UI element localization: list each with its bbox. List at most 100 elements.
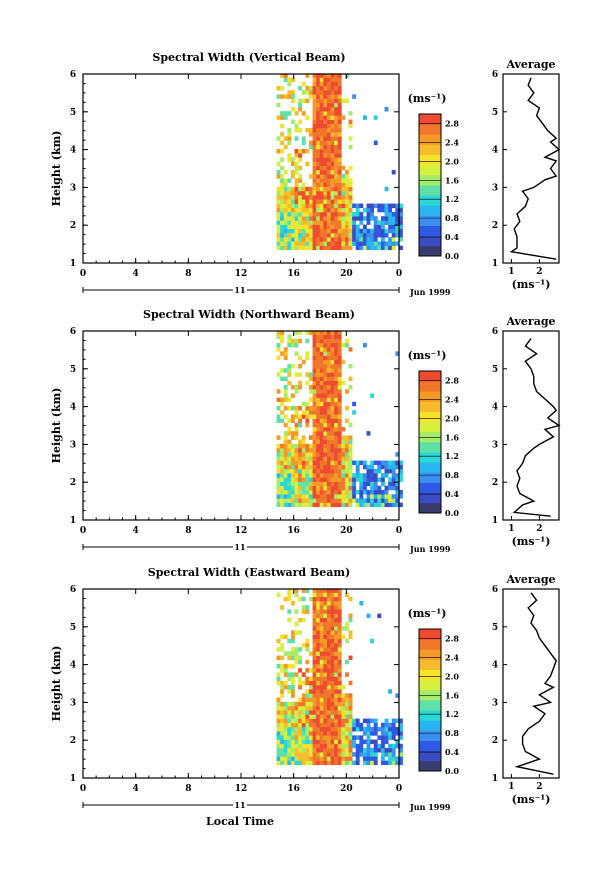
heat-cell — [341, 199, 346, 204]
heat-cell — [380, 752, 385, 757]
heat-cell — [391, 220, 396, 225]
heat-cell — [337, 342, 342, 348]
heat-cell — [330, 380, 335, 386]
heat-cell — [280, 689, 285, 694]
heat-cell — [330, 355, 335, 361]
heat-cell — [319, 481, 324, 487]
heat-cell — [323, 456, 328, 461]
heat-cell — [305, 701, 310, 707]
heat-cell — [308, 747, 313, 753]
heat-cell — [348, 481, 353, 487]
heat-cell — [283, 468, 288, 474]
heat-cell — [294, 701, 299, 707]
heat-cell — [348, 494, 353, 499]
heat-cell — [355, 498, 360, 503]
heat-cell — [395, 481, 400, 487]
heat-cell — [316, 106, 321, 112]
heat-cell — [290, 600, 295, 606]
heat-cell — [330, 245, 335, 251]
heat-cell — [334, 136, 339, 141]
heat-cell — [312, 216, 317, 221]
heat-cell — [298, 481, 303, 487]
average-title: Average — [505, 58, 555, 71]
heat-cell — [337, 330, 342, 335]
heat-cell — [287, 447, 292, 453]
heat-cell — [337, 245, 342, 251]
heat-cell — [298, 148, 303, 154]
heat-cell — [312, 241, 317, 246]
heat-cell — [334, 489, 339, 495]
heat-cell — [373, 739, 378, 745]
heat-cell — [319, 94, 324, 99]
heat-cell — [312, 195, 317, 200]
heat-cell — [280, 207, 285, 213]
heat-cell — [341, 735, 346, 740]
heat-cell — [298, 245, 303, 251]
heat-cell — [316, 659, 321, 665]
heat-cell — [287, 178, 292, 183]
heat-cell — [391, 224, 396, 230]
colorbar-tick-label: 1.2 — [445, 709, 459, 719]
heat-cell — [334, 743, 339, 749]
heat-cell — [290, 464, 295, 470]
heat-cell — [308, 186, 313, 192]
heat-cell — [319, 435, 324, 440]
heat-cell — [377, 498, 382, 503]
heat-cell — [308, 651, 313, 656]
heat-cell — [283, 347, 288, 352]
heat-cell — [308, 684, 313, 690]
heat-cell — [334, 447, 339, 453]
heat-cell — [388, 726, 393, 732]
heat-cell — [359, 241, 364, 246]
heat-cell — [341, 443, 346, 449]
heat-cell — [326, 588, 331, 593]
heat-cell — [362, 760, 367, 766]
heat-cell — [312, 752, 317, 757]
heat-cell — [323, 405, 328, 411]
heat-cell — [276, 414, 281, 419]
heat-cell — [334, 169, 339, 175]
heat-cell — [276, 680, 281, 686]
heat-cell — [298, 731, 303, 736]
heat-cell — [352, 232, 357, 238]
heat-cell — [319, 701, 324, 707]
heatmap-cells — [276, 588, 403, 766]
heat-cell — [287, 485, 292, 491]
heat-cell — [280, 376, 285, 382]
heat-cell — [352, 494, 357, 499]
heat-cell — [391, 722, 396, 728]
heat-cell — [298, 363, 303, 369]
heat-cell — [398, 760, 403, 766]
heat-cell — [280, 756, 285, 761]
heat-cell — [298, 127, 303, 133]
heat-cell — [348, 468, 353, 474]
heat-cell — [283, 115, 288, 120]
heatmap-cells — [276, 330, 403, 508]
heat-cell — [362, 228, 367, 234]
heat-cell — [276, 494, 281, 499]
heat-cell — [276, 199, 281, 204]
heat-cell — [319, 684, 324, 690]
heat-cell — [312, 342, 317, 348]
heat-cell — [395, 241, 400, 246]
heat-cell — [388, 237, 393, 242]
heat-cell — [362, 739, 367, 745]
heat-cell — [319, 351, 324, 356]
heat-cell — [334, 439, 339, 445]
heat-cell — [326, 195, 331, 200]
heat-cell — [280, 726, 285, 732]
heat-cell — [384, 460, 389, 466]
heat-cell — [283, 668, 288, 673]
heat-cell — [287, 743, 292, 749]
heat-cell — [280, 647, 285, 652]
heat-cell — [355, 477, 360, 482]
heat-cell — [290, 207, 295, 213]
heat-cell — [323, 739, 328, 745]
colorbar-swatch — [419, 482, 441, 494]
heat-cell — [276, 676, 281, 682]
heat-cell — [319, 634, 324, 640]
heat-cell — [294, 494, 299, 499]
average-line — [509, 77, 561, 260]
heat-cell — [319, 592, 324, 598]
heat-cell — [348, 111, 353, 116]
